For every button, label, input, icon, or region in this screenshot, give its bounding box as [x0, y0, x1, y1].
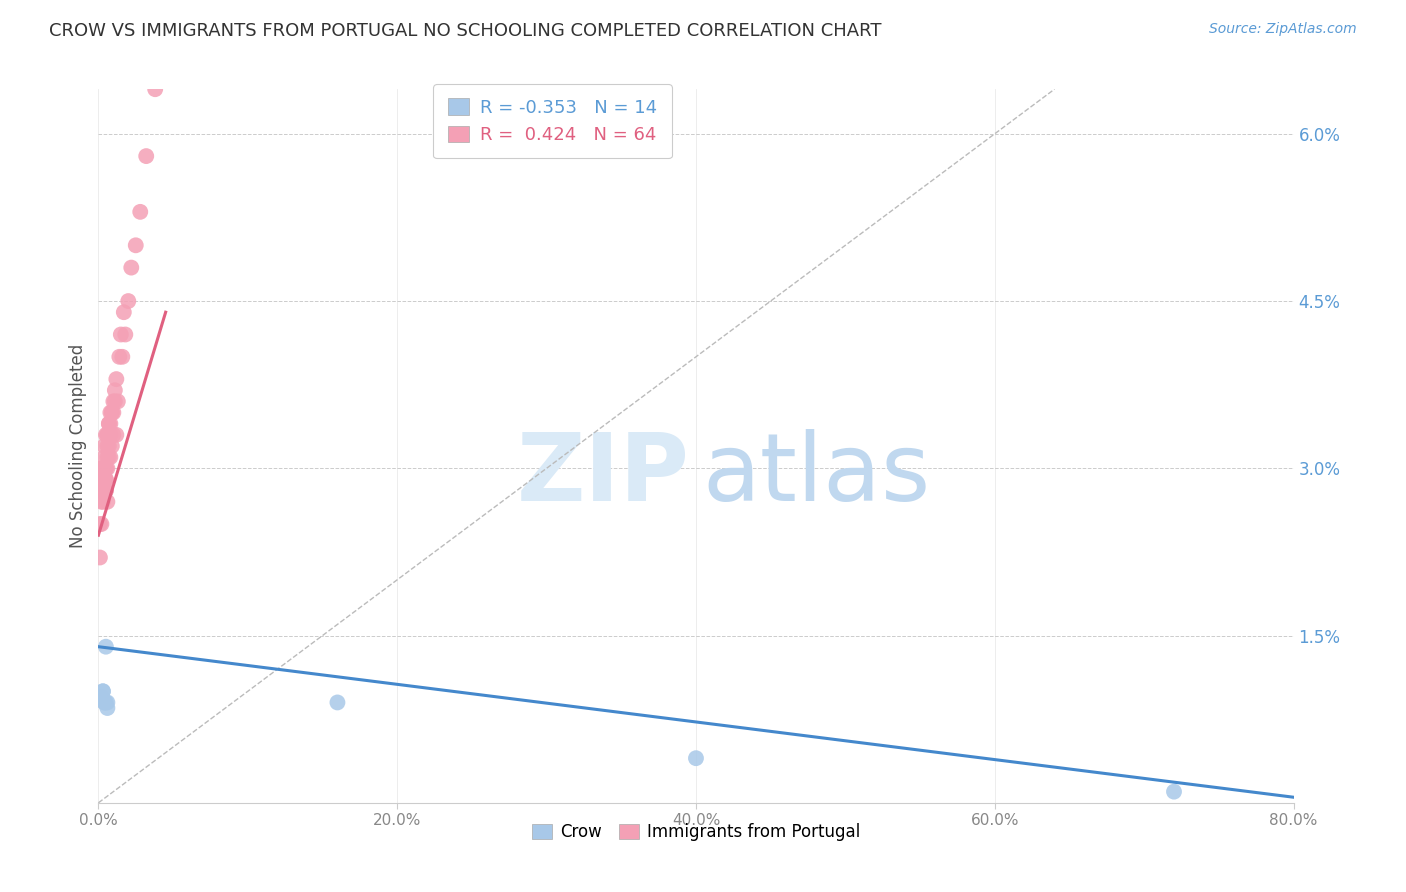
Text: ZIP: ZIP [517, 428, 690, 521]
Point [101, 439, 124, 453]
Point [114, 327, 136, 342]
Point [107, 394, 129, 409]
Point [685, 751, 707, 765]
Point [94, 483, 117, 498]
Point [97, 417, 120, 431]
Point [103, 405, 125, 419]
Point [96, 494, 118, 508]
Point [90, 472, 112, 486]
Point [101, 405, 124, 419]
Point [93, 483, 115, 498]
Point [108, 350, 131, 364]
Point [91, 461, 114, 475]
Point [97, 417, 120, 431]
Point [96, 427, 118, 442]
Point [93, 696, 115, 710]
Point [93, 696, 115, 710]
Point [90, 494, 112, 508]
Point [112, 305, 135, 319]
Point [104, 394, 127, 409]
Point [155, 0, 177, 7]
Point [94, 640, 117, 654]
Point [90, 690, 112, 704]
Legend: Crow, Immigrants from Portugal: Crow, Immigrants from Portugal [524, 817, 868, 848]
Y-axis label: No Schooling Completed: No Schooling Completed [69, 344, 87, 548]
Point [326, 696, 349, 710]
Point [89, 516, 111, 531]
Point [94, 461, 117, 475]
Point [105, 372, 128, 386]
Point [129, 205, 152, 219]
Point [94, 483, 117, 498]
Point [91, 684, 114, 698]
Point [91, 461, 114, 475]
Point [89, 483, 111, 498]
Point [97, 450, 120, 464]
Point [98, 450, 122, 464]
Point [91, 684, 114, 698]
Point [93, 439, 115, 453]
Point [89, 550, 111, 565]
Point [91, 472, 114, 486]
Point [97, 439, 120, 453]
Point [120, 260, 142, 275]
Point [98, 417, 122, 431]
Point [94, 696, 117, 710]
Point [93, 472, 115, 486]
Point [101, 405, 124, 419]
Point [96, 701, 118, 715]
Point [90, 690, 112, 704]
Point [98, 427, 122, 442]
Point [135, 149, 157, 163]
Point [93, 461, 115, 475]
Point [110, 327, 132, 342]
Point [97, 427, 120, 442]
Point [89, 690, 111, 704]
Point [104, 384, 127, 398]
Point [98, 405, 122, 419]
Point [96, 450, 118, 464]
Point [96, 427, 118, 442]
Point [111, 350, 134, 364]
Point [94, 472, 117, 486]
Text: atlas: atlas [702, 428, 931, 521]
Text: CROW VS IMMIGRANTS FROM PORTUGAL NO SCHOOLING COMPLETED CORRELATION CHART: CROW VS IMMIGRANTS FROM PORTUGAL NO SCHO… [49, 22, 882, 40]
Point [105, 427, 128, 442]
Point [93, 450, 115, 464]
Point [103, 394, 125, 409]
Point [117, 293, 139, 308]
Point [96, 461, 118, 475]
Point [90, 461, 112, 475]
Point [1163, 785, 1185, 799]
Point [125, 238, 148, 252]
Point [91, 483, 114, 498]
Point [103, 427, 125, 442]
Point [90, 483, 112, 498]
Point [143, 82, 166, 96]
Point [91, 494, 114, 508]
Point [94, 427, 117, 442]
Text: Source: ZipAtlas.com: Source: ZipAtlas.com [1209, 22, 1357, 37]
Point [90, 516, 112, 531]
Point [96, 439, 118, 453]
Point [94, 472, 117, 486]
Point [93, 483, 115, 498]
Point [96, 696, 118, 710]
Point [94, 461, 117, 475]
